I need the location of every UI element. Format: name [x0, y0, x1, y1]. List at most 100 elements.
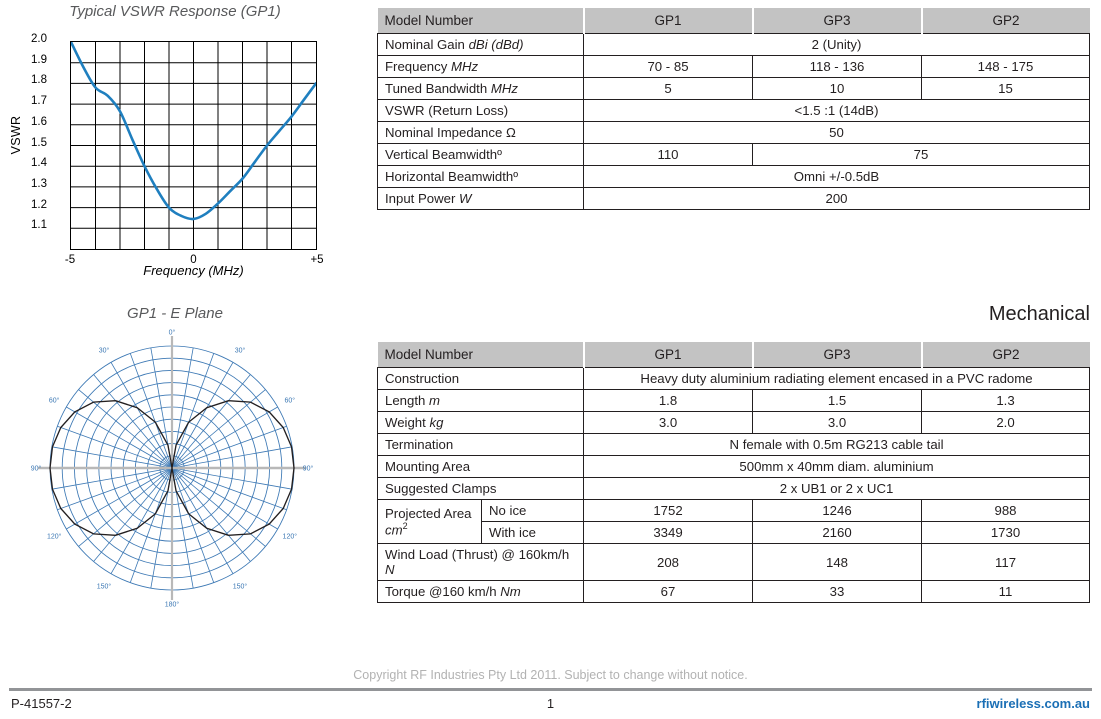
table-cell-value: 2 (Unity): [583, 33, 1090, 56]
row-label: Termination: [376, 433, 585, 456]
row-label: Nominal Gain dBi (dBd): [377, 33, 584, 56]
svg-text:150°: 150°: [233, 582, 248, 590]
table-cell-value: <1.5 :1 (14dB): [583, 99, 1090, 122]
row-label: Frequency MHz: [377, 55, 584, 78]
vswr-chart: Typical VSWR Response (GP1) 2.0 1.9 1.8 1.7…: [0, 0, 370, 285]
table-row: Nominal Gain dBi (dBd) 2 (Unity): [377, 33, 1090, 56]
table-cell-value: 2160: [752, 521, 923, 544]
table-cell-value: N female with 0.5m RG213 cable tail: [583, 433, 1091, 456]
row-label-unit: dBi (dBd): [468, 37, 524, 52]
row-sublabel: No ice: [480, 499, 585, 522]
table-cell-value: 200: [583, 187, 1090, 210]
row-label: Suggested Clamps: [376, 477, 585, 500]
table-cell-value: 2.0: [921, 411, 1091, 434]
vswr-y-tick-label: 1.9: [31, 53, 47, 66]
table-cell-value: 148: [752, 543, 923, 581]
table-cell-value: 208: [583, 543, 754, 581]
vswr-y-tick-label: 1.7: [31, 95, 47, 108]
table-cell-value: 50: [583, 121, 1090, 144]
table-row: Input Power W 200: [377, 187, 1090, 210]
table-cell-value: 70 - 85: [583, 55, 753, 78]
table-cell-value: 1246: [752, 499, 923, 522]
vswr-y-tick-label: 1.4: [31, 157, 47, 170]
mechanical-section-heading: Mechanical: [988, 303, 1090, 325]
column-header-gp1: GP1: [582, 342, 753, 368]
row-label-unit: cm: [385, 522, 403, 538]
row-label: Length m: [376, 389, 585, 412]
table-cell-value: 5: [583, 77, 753, 100]
svg-text:0°: 0°: [169, 329, 176, 337]
column-header-model-number: Model Number: [377, 342, 584, 368]
table-row: Termination N female with 0.5m RG213 cabl…: [376, 433, 1091, 456]
table-row: Projected Area cm2 No ice 1752 1246 988: [377, 499, 1091, 544]
svg-text:60°: 60°: [285, 397, 296, 405]
table-cell-value: 117: [921, 543, 1091, 581]
table-cell-value: 2 x UB1 or 2 x UC1: [583, 477, 1091, 500]
table-cell-value: 1730: [921, 521, 1091, 544]
table-row: Suggested Clamps 2 x UB1 or 2 x UC1: [376, 477, 1091, 500]
row-label-superscript: 2: [402, 520, 408, 531]
mechanical-specifications-table: Model Number GP1 GP3 GP2 Construction Hea…: [376, 342, 1091, 603]
table-row: Horizontal Beamwidthº Omni +/-0.5dB: [377, 165, 1090, 188]
svg-text:60°: 60°: [49, 397, 60, 405]
vswr-curve-svg: [71, 42, 316, 249]
row-label: Torque @160 km/h Nm: [376, 580, 585, 603]
svg-text:120°: 120°: [47, 533, 62, 541]
table-row: Construction Heavy duty aluminium radiati…: [376, 367, 1091, 390]
vswr-x-tick-label: +5: [310, 254, 324, 266]
row-label: Tuned Bandwidth MHz: [377, 77, 584, 100]
svg-text:30°: 30°: [99, 347, 110, 355]
row-label-unit: MHz: [490, 81, 518, 96]
table-row: Frequency MHz 70 - 85 118 - 136 148 - 175: [377, 55, 1090, 78]
row-sublabel: With ice: [480, 521, 585, 544]
table-cell-value: 1.5: [752, 389, 923, 412]
website-link[interactable]: rfiwireless.com.au: [976, 696, 1090, 711]
table-row: Torque @160 km/h Nm 67 33 11: [376, 580, 1091, 603]
table-row: Tuned Bandwidth MHz 5 10 15: [377, 77, 1090, 100]
polar-chart-title: GP1 - E Plane: [127, 305, 223, 322]
vswr-y-tick-label: 2.0: [31, 33, 47, 45]
row-label: Vertical Beamwidthº: [377, 143, 584, 166]
table-row: With ice 3349 2160 1730: [378, 521, 1091, 544]
table-cell-value: 33: [752, 580, 923, 603]
row-label: Construction: [376, 367, 585, 390]
column-header-model-number: Model Number: [377, 8, 584, 34]
table-cell-value: Omni +/-0.5dB: [583, 165, 1090, 188]
table-row: Length m 1.8 1.5 1.3: [376, 389, 1091, 412]
polar-radiation-chart: GP1 - E Plane 0° 180° 30° 30° 60° 60° 90° 90° 12…: [0, 305, 370, 615]
electrical-table-body: Nominal Gain dBi (dBd) 2 (Unity) Frequency…: [377, 33, 1090, 210]
column-header-gp3: GP3: [751, 342, 922, 368]
table-cell-value: 10: [752, 77, 922, 100]
table-cell-value: 988: [921, 499, 1091, 522]
polar-pattern-trace: [49, 400, 295, 536]
svg-text:120°: 120°: [283, 533, 298, 541]
row-label-unit: W: [459, 191, 472, 206]
polar-angle-labels: 0° 180° 30° 30° 60° 60° 90° 90° 120° 120° 150° 150°: [31, 329, 314, 609]
vswr-y-axis-label: VSWR: [9, 115, 23, 155]
table-cell-value: 110: [583, 143, 753, 166]
table-row: Wind Load (Thrust) @ 160km/h N 208 148 117: [376, 543, 1091, 581]
polar-plot-svg: 0° 180° 30° 30° 60° 60° 90° 90° 120° 120° 150° 150°: [31, 329, 314, 609]
table-cell-value: 118 - 136: [752, 55, 922, 78]
row-label: Weight kg: [376, 411, 585, 434]
vswr-y-tick-label: 1.3: [31, 177, 47, 190]
column-header-gp1: GP1: [582, 8, 753, 34]
column-header-gp2: GP2: [920, 342, 1090, 368]
row-label: Input Power W: [377, 187, 584, 210]
mechanical-table-header: Model Number GP1 GP3 GP2: [377, 342, 1090, 368]
table-cell-value: 1.3: [921, 389, 1091, 412]
row-label: Wind Load (Thrust) @ 160km/h N: [376, 543, 585, 581]
svg-text:150°: 150°: [97, 582, 112, 590]
row-label-unit: Nm: [500, 584, 521, 599]
table-cell-value: 1752: [583, 499, 754, 522]
column-header-gp2: GP2: [920, 8, 1090, 34]
table-cell-value: Heavy duty aluminium radiating element e…: [583, 367, 1091, 390]
document-number: P-41557-2: [11, 696, 72, 711]
row-label: Nominal Impedance Ω: [377, 121, 584, 144]
table-cell-value: 1.8: [583, 389, 754, 412]
svg-text:90°: 90°: [31, 465, 42, 473]
vswr-y-tick-label: 1.6: [31, 115, 47, 128]
svg-text:30°: 30°: [235, 347, 246, 355]
row-label: VSWR (Return Loss): [377, 99, 584, 122]
table-row: VSWR (Return Loss) <1.5 :1 (14dB): [377, 99, 1090, 122]
